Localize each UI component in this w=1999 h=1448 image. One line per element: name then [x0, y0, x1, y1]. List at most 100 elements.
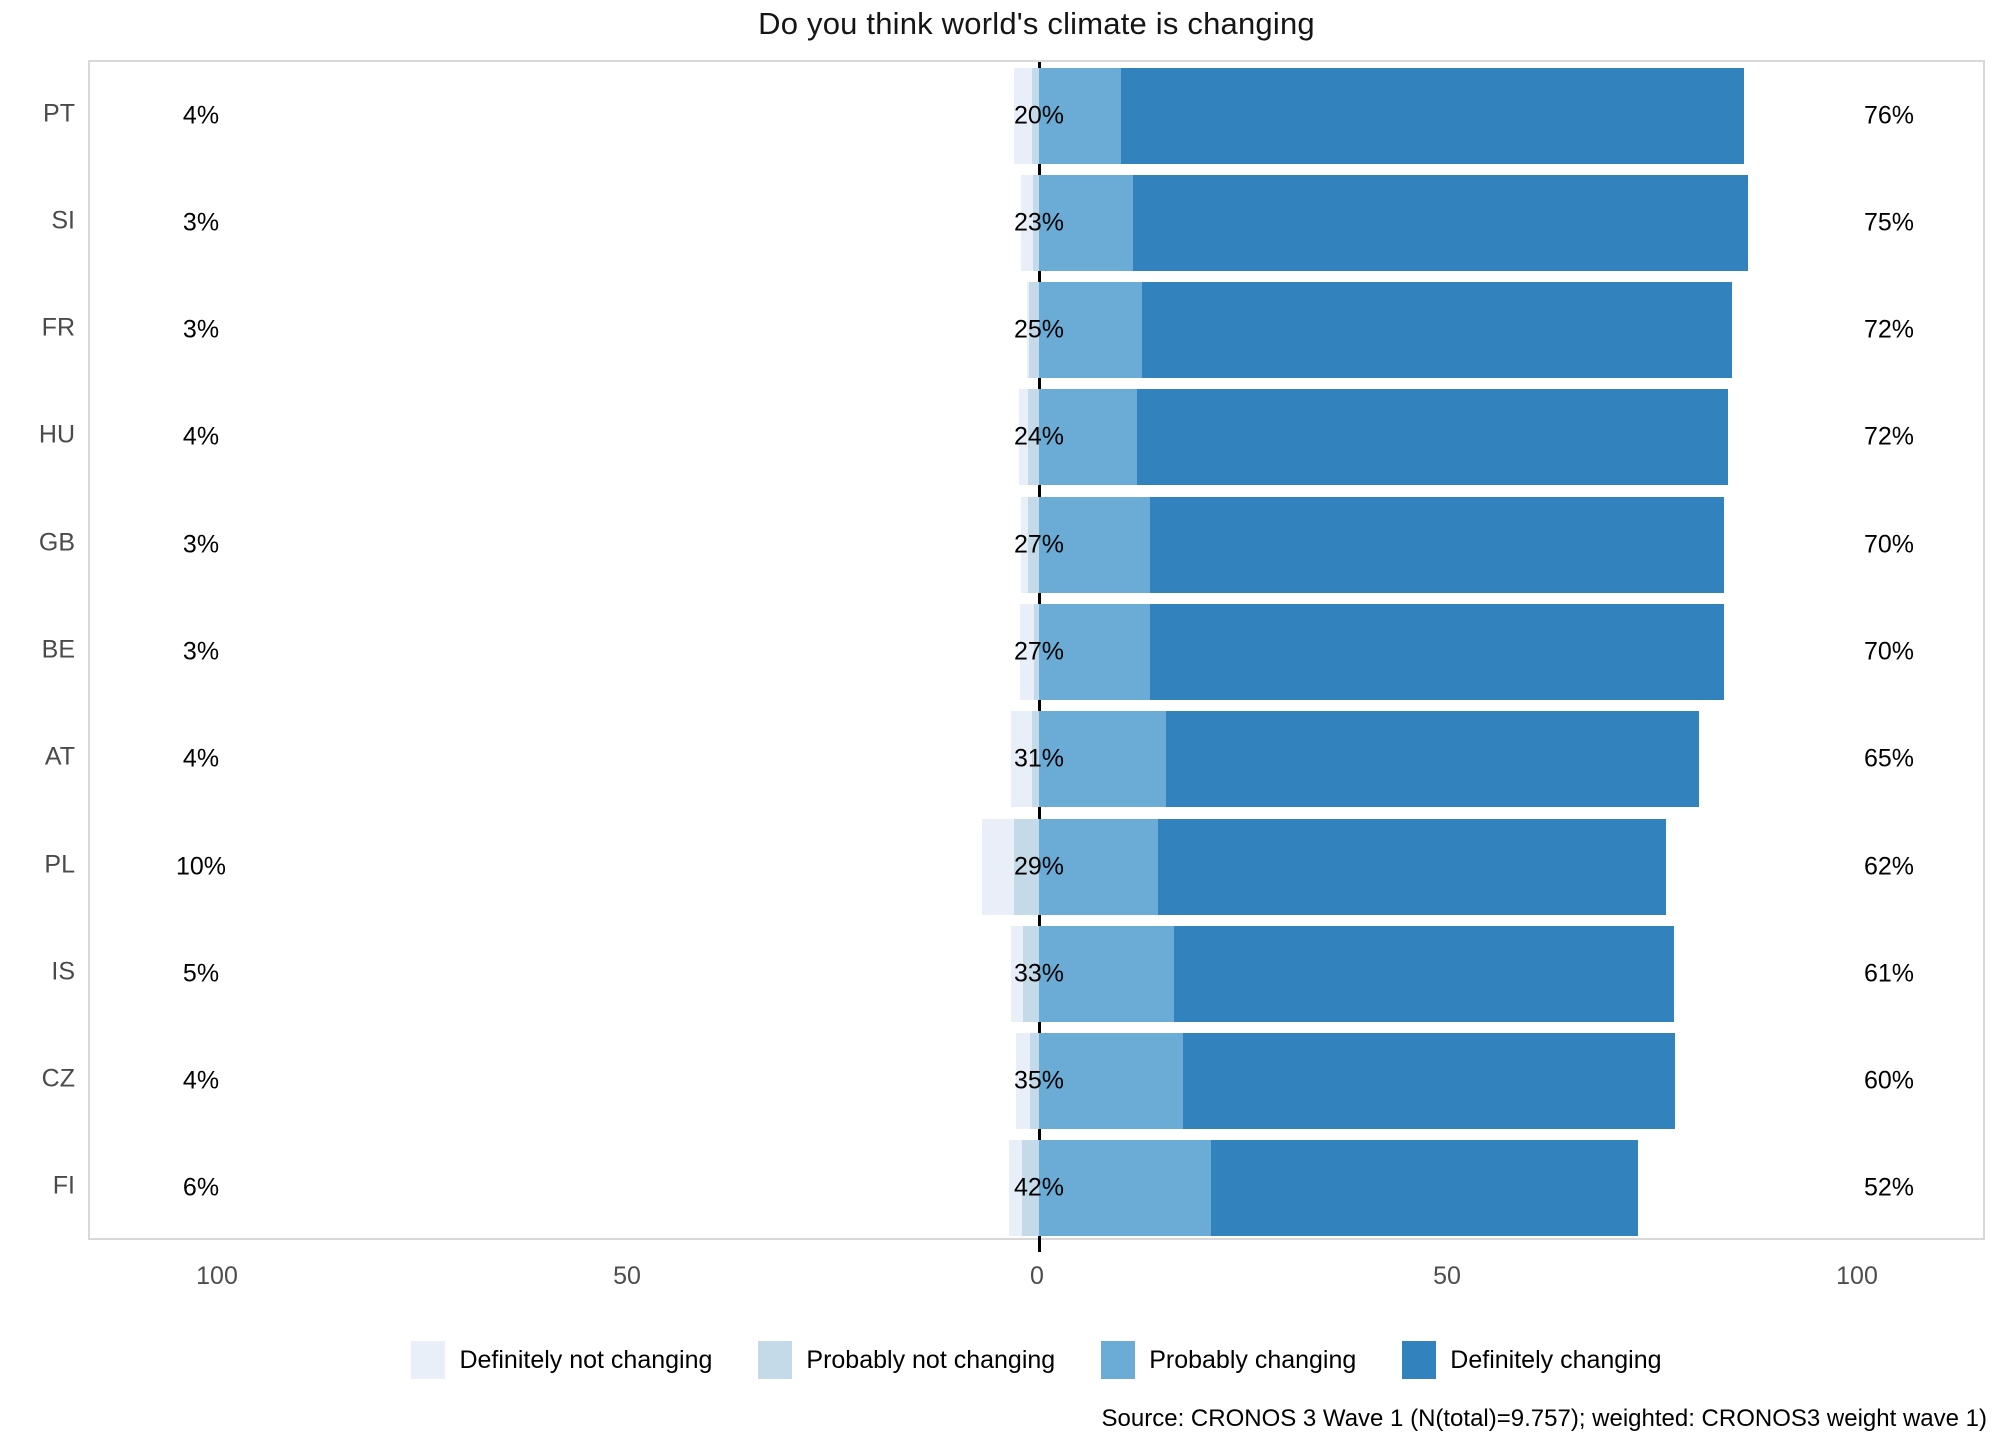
center-value-label: 27%	[1013, 530, 1065, 559]
segment-definitely-changing	[1174, 925, 1675, 1022]
chart-title: Do you think world's climate is changing	[758, 6, 1315, 41]
category-label-cz: CZ	[41, 1064, 75, 1093]
segment-probably-not-changing	[1028, 496, 1039, 593]
right-value-label: 60%	[1863, 1066, 1915, 1095]
right-value-label: 52%	[1863, 1173, 1915, 1202]
right-value-label: 76%	[1863, 101, 1915, 130]
left-value-label: 10%	[175, 852, 227, 881]
segment-definitely-not-changing	[1016, 1033, 1030, 1130]
segment-probably-not-changing	[1022, 925, 1039, 1022]
segment-definitely-not-changing	[1018, 389, 1028, 486]
source-note: Source: CRONOS 3 Wave 1 (N(total)=9.757)…	[1101, 1405, 1987, 1432]
category-label-pt: PT	[43, 99, 75, 128]
legend-swatch-definitely-not-changing	[411, 1341, 446, 1379]
legend-item-probably-changing: Probably changing	[1101, 1341, 1356, 1379]
bar-row-be: 3% 27% 70%	[90, 598, 1983, 705]
category-label-si: SI	[51, 206, 75, 235]
legend-label: Definitely changing	[1450, 1345, 1662, 1374]
right-value-label: 70%	[1863, 530, 1915, 559]
bar-row-si: 3% 23% 75%	[90, 169, 1983, 276]
legend-item-definitely-changing: Definitely changing	[1402, 1341, 1662, 1379]
category-label-fi: FI	[52, 1171, 75, 1200]
x-tick-100: 100	[1836, 1262, 1878, 1290]
plot-panel: 4% 20% 76% 3% 23% 75% 3% 25% 72% 4% 24% 72% 3% 27% 70%…	[88, 60, 1985, 1252]
segment-probably-changing	[1039, 67, 1121, 164]
category-label-hu: HU	[38, 420, 75, 449]
left-value-label: 3%	[182, 637, 220, 666]
right-value-label: 70%	[1863, 637, 1915, 666]
segment-probably-changing	[1039, 496, 1150, 593]
right-value-label: 72%	[1863, 315, 1915, 344]
segment-probably-changing	[1039, 818, 1158, 915]
legend-label: Probably not changing	[806, 1345, 1056, 1374]
bar-row-gb: 3% 27% 70%	[90, 491, 1983, 598]
segment-definitely-changing	[1121, 67, 1745, 164]
center-value-label: 27%	[1013, 637, 1065, 666]
segment-probably-changing	[1039, 1033, 1183, 1130]
bar-row-pt: 4% 20% 76%	[90, 62, 1983, 169]
segment-probably-changing	[1039, 1140, 1212, 1237]
center-value-label: 20%	[1013, 101, 1065, 130]
segment-definitely-changing	[1149, 603, 1724, 700]
legend-item-probably-not-changing: Probably not changing	[758, 1341, 1055, 1379]
center-value-label: 42%	[1013, 1173, 1065, 1202]
segment-definitely-changing	[1133, 174, 1749, 271]
right-value-label: 72%	[1863, 422, 1915, 451]
bar-row-fi: 6% 42% 52%	[90, 1135, 1983, 1242]
segment-probably-not-changing	[1014, 818, 1039, 915]
category-label-at: AT	[44, 742, 75, 771]
center-value-label: 33%	[1013, 959, 1065, 988]
segment-definitely-not-changing	[1009, 1140, 1022, 1237]
x-tick-50: 50	[1433, 1262, 1461, 1290]
segment-probably-changing	[1039, 282, 1142, 379]
legend-label: Definitely not changing	[459, 1345, 713, 1374]
segment-definitely-changing	[1149, 496, 1724, 593]
center-value-label: 25%	[1013, 315, 1065, 344]
segment-definitely-not-changing	[1026, 282, 1030, 379]
segment-probably-not-changing	[1032, 67, 1039, 164]
center-value-label: 23%	[1013, 208, 1065, 237]
legend: Definitely not changing Probably not chan…	[88, 1341, 1985, 1379]
segment-definitely-changing	[1211, 1140, 1638, 1237]
left-value-label: 5%	[182, 959, 220, 988]
segment-definitely-not-changing	[1014, 67, 1033, 164]
x-tick--100: 100	[196, 1262, 238, 1290]
segment-probably-not-changing	[1029, 282, 1039, 379]
right-value-label: 62%	[1863, 852, 1915, 881]
right-value-label: 75%	[1863, 208, 1915, 237]
legend-swatch-probably-changing	[1101, 1341, 1136, 1379]
left-value-label: 4%	[182, 101, 220, 130]
segment-definitely-changing	[1182, 1033, 1675, 1130]
center-value-label: 24%	[1013, 422, 1065, 451]
legend-label: Probably changing	[1149, 1345, 1357, 1374]
segment-definitely-changing	[1157, 818, 1667, 915]
right-value-label: 61%	[1863, 959, 1915, 988]
segment-probably-changing	[1039, 389, 1138, 486]
segment-definitely-changing	[1166, 711, 1700, 808]
left-value-label: 6%	[182, 1173, 220, 1202]
segment-probably-not-changing	[1029, 1033, 1039, 1130]
left-value-label: 3%	[182, 530, 220, 559]
category-label-pl: PL	[44, 850, 75, 879]
segment-probably-changing	[1039, 174, 1134, 271]
bar-row-is: 5% 33% 61%	[90, 920, 1983, 1027]
segment-definitely-not-changing	[1011, 925, 1023, 1022]
legend-swatch-probably-not-changing	[758, 1341, 793, 1379]
segment-probably-not-changing	[1033, 174, 1039, 271]
center-value-label: 29%	[1013, 852, 1065, 881]
x-tick-0: 0	[1030, 1262, 1044, 1290]
bar-row-fr: 3% 25% 72%	[90, 277, 1983, 384]
segment-probably-changing	[1039, 711, 1167, 808]
left-value-label: 4%	[182, 1066, 220, 1095]
segment-probably-not-changing	[1027, 389, 1039, 486]
bar-row-pl: 10% 29% 62%	[90, 813, 1983, 920]
right-value-label: 65%	[1863, 744, 1915, 773]
segment-probably-not-changing	[1034, 603, 1039, 700]
category-label-gb: GB	[38, 528, 75, 557]
bar-row-hu: 4% 24% 72%	[90, 384, 1983, 491]
segment-probably-changing	[1039, 603, 1150, 700]
left-value-label: 4%	[182, 744, 220, 773]
segment-definitely-not-changing	[1020, 603, 1035, 700]
segment-definitely-changing	[1141, 282, 1732, 379]
